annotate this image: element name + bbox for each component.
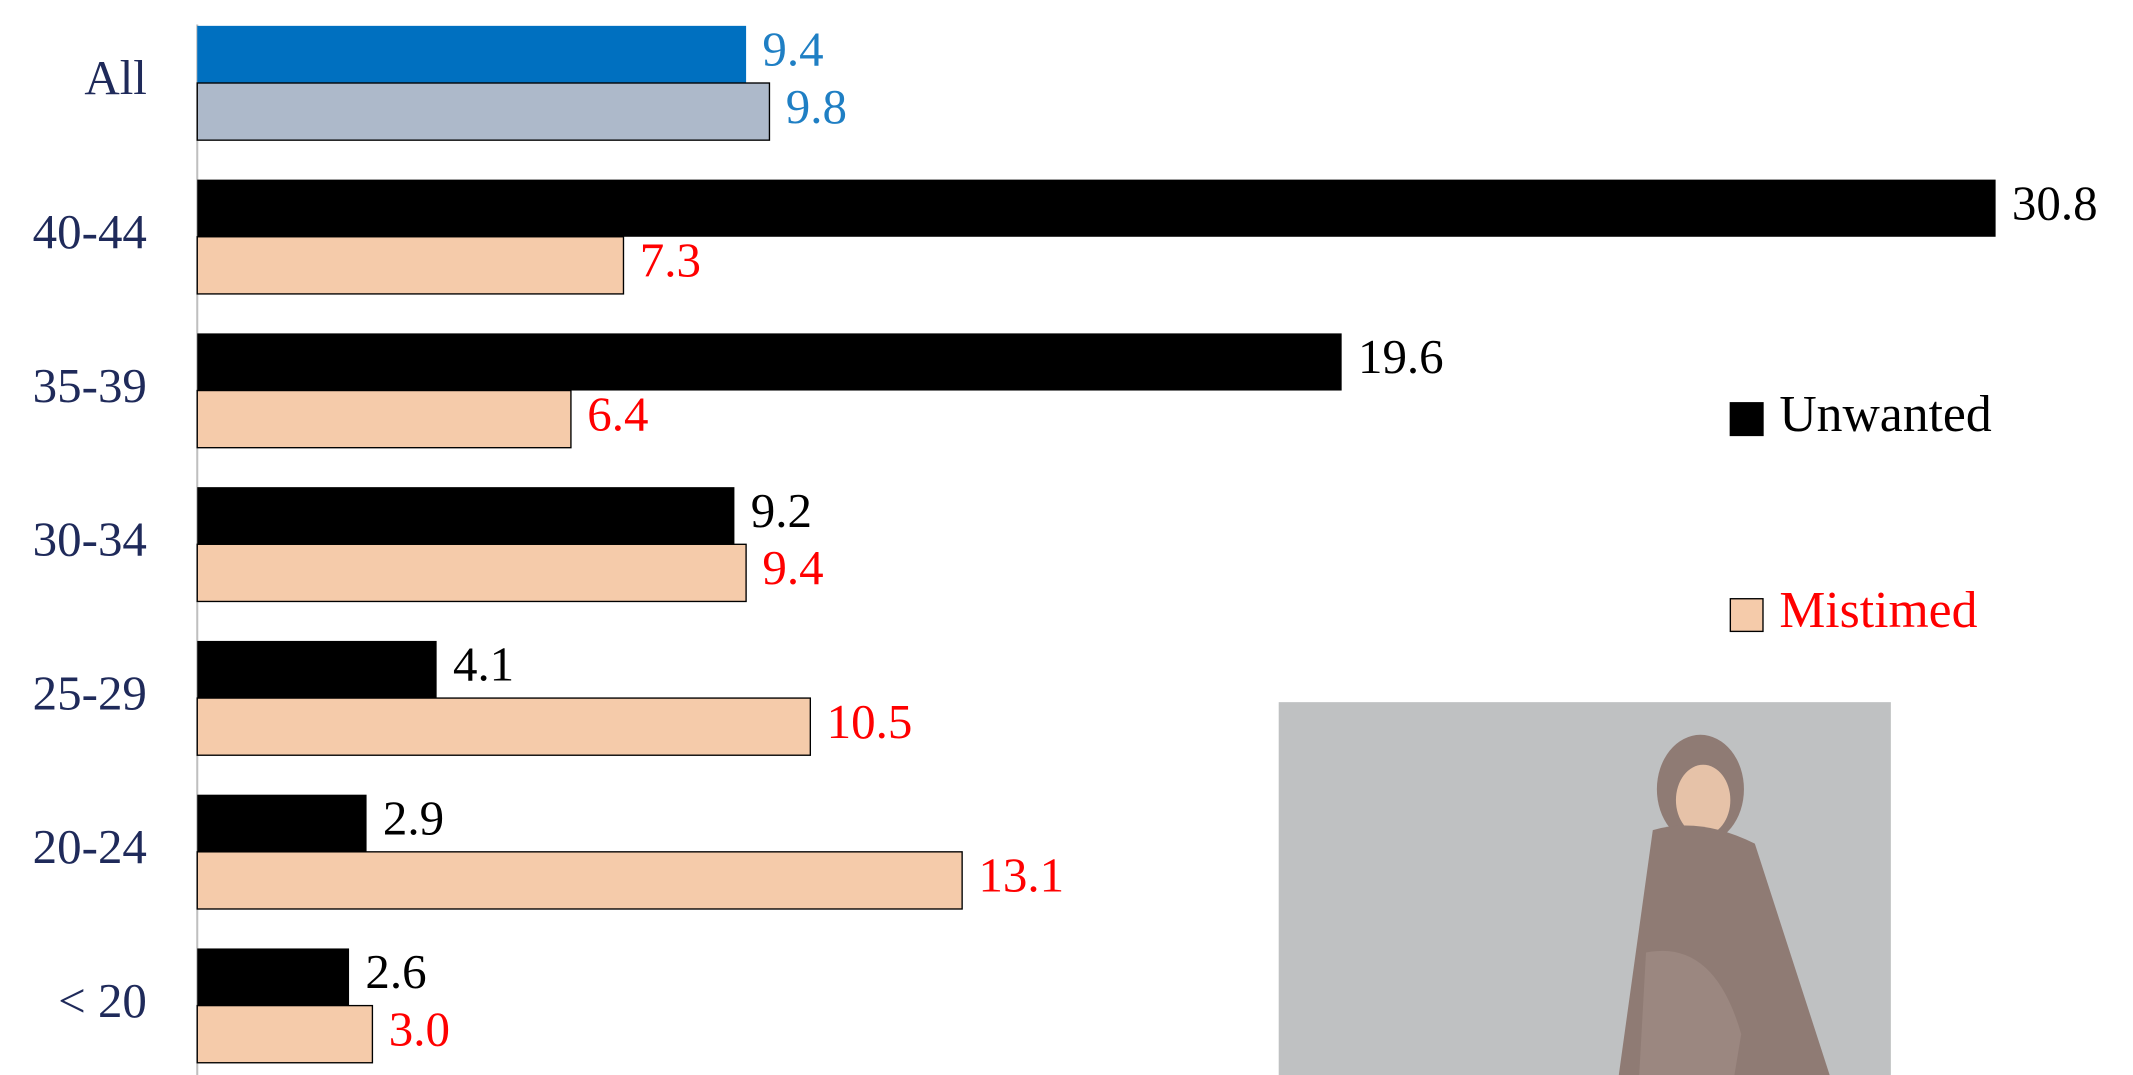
bar [196,82,771,141]
value-label: 13.1 [978,848,1064,903]
legend-label: Unwanted [1779,386,1992,443]
y-tick-label: 20-24 [33,819,147,874]
value-label: 2.6 [365,944,426,999]
bar [197,25,747,84]
bar [196,236,625,295]
bar [197,333,1342,391]
legend-swatch [1729,598,1764,633]
value-label: 19.6 [1358,329,1444,384]
bar [196,851,963,910]
value-label: 3.0 [389,1001,450,1056]
y-tick-label: < 20 [58,973,147,1028]
y-tick-label: 35-39 [33,358,147,413]
value-label: 9.4 [762,22,823,77]
value-label: 9.8 [786,79,847,134]
bar [196,1004,374,1064]
bar [197,179,1996,237]
bar [197,487,735,545]
value-label: 30.8 [2012,175,2098,230]
photo [1278,702,1891,1075]
y-tick-label: 40-44 [33,204,147,259]
value-label: 6.4 [587,386,648,441]
y-tick-label: 25-29 [33,665,147,720]
bar [197,948,350,1006]
bar [196,543,747,603]
value-label: 7.3 [640,233,701,288]
value-label: 4.1 [453,637,514,692]
y-tick-label: All [84,50,147,105]
bar [196,389,572,449]
bar [197,794,367,852]
value-label: 2.9 [383,790,444,845]
value-label: 9.4 [762,540,823,595]
y-tick-label: 30-34 [33,512,147,567]
legend-label: Mistimed [1779,582,1977,639]
bar [196,697,812,756]
value-label: 10.5 [827,694,913,749]
bar [197,640,437,699]
value-label: 9.2 [751,483,812,538]
legend-swatch [1729,402,1764,437]
